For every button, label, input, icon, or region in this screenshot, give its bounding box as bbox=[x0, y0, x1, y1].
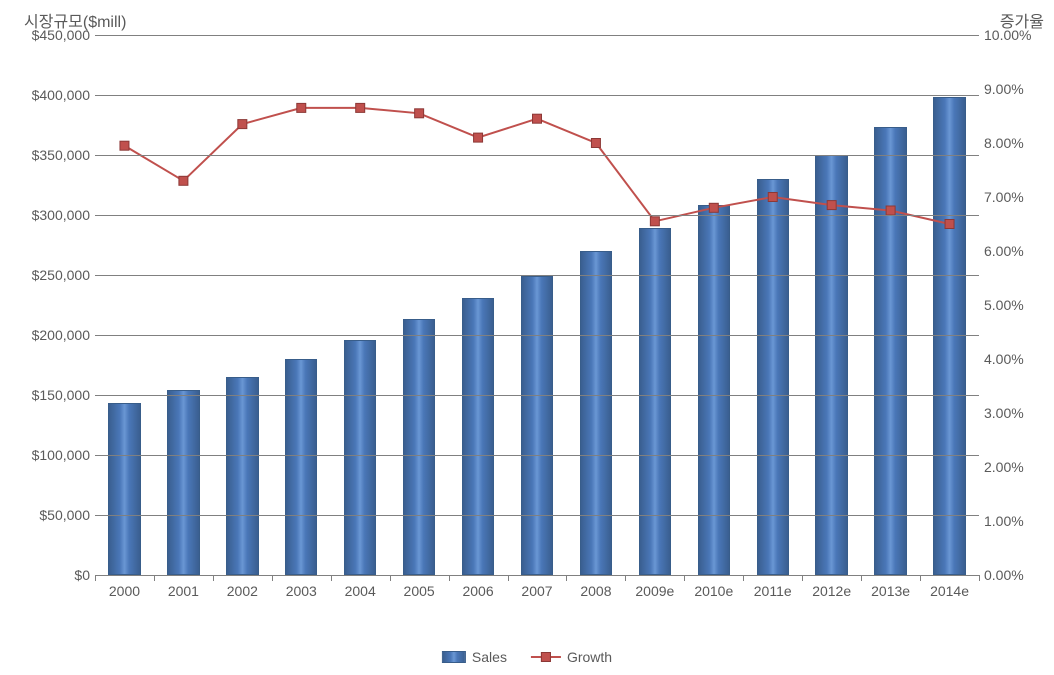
x-tick: 2012e bbox=[812, 583, 851, 599]
x-tick: 2000 bbox=[109, 583, 140, 599]
y-right-tick: 6.00% bbox=[984, 244, 1024, 258]
growth-marker bbox=[768, 193, 777, 202]
growth-marker bbox=[297, 103, 306, 112]
y-left-tick: $450,000 bbox=[32, 28, 90, 42]
y-left-tick: $250,000 bbox=[32, 268, 90, 282]
legend-item-sales: Sales bbox=[442, 649, 507, 665]
line-marker-icon bbox=[531, 651, 561, 663]
growth-marker bbox=[591, 139, 600, 148]
legend-label: Growth bbox=[567, 649, 612, 665]
y-right-tick: 7.00% bbox=[984, 190, 1024, 204]
y-right-tick: 8.00% bbox=[984, 136, 1024, 150]
x-tick: 2013e bbox=[871, 583, 910, 599]
y-right-tick: 3.00% bbox=[984, 406, 1024, 420]
growth-marker bbox=[945, 220, 954, 229]
x-tick: 2007 bbox=[521, 583, 552, 599]
y-right-tick: 10.00% bbox=[984, 28, 1031, 42]
y-right-tick: 5.00% bbox=[984, 298, 1024, 312]
legend-label: Sales bbox=[472, 649, 507, 665]
x-tick: 2004 bbox=[345, 583, 376, 599]
growth-marker bbox=[827, 201, 836, 210]
y-left-tick: $100,000 bbox=[32, 448, 90, 462]
growth-marker bbox=[886, 206, 895, 215]
growth-marker bbox=[533, 114, 542, 123]
bar-icon bbox=[442, 651, 466, 663]
y-right-tick: 9.00% bbox=[984, 82, 1024, 96]
x-tick: 2010e bbox=[694, 583, 733, 599]
x-tick: 2005 bbox=[404, 583, 435, 599]
growth-marker bbox=[238, 120, 247, 129]
x-tick: 2011e bbox=[754, 583, 792, 599]
y-right-tick: 4.00% bbox=[984, 352, 1024, 366]
y-left-tick: $0 bbox=[74, 568, 90, 582]
y-left-tick: $300,000 bbox=[32, 208, 90, 222]
y-left-tick: $350,000 bbox=[32, 148, 90, 162]
growth-marker bbox=[474, 133, 483, 142]
y-left-tick: $200,000 bbox=[32, 328, 90, 342]
growth-marker bbox=[179, 176, 188, 185]
growth-marker bbox=[415, 109, 424, 118]
x-tick: 2009e bbox=[635, 583, 674, 599]
growth-marker bbox=[650, 217, 659, 226]
legend-item-growth: Growth bbox=[531, 649, 612, 665]
growth-marker bbox=[709, 203, 718, 212]
y-left-tick: $400,000 bbox=[32, 88, 90, 102]
growth-line bbox=[124, 108, 949, 224]
growth-marker bbox=[120, 141, 129, 150]
x-tick: 2006 bbox=[462, 583, 493, 599]
y-right-tick: 2.00% bbox=[984, 460, 1024, 474]
x-tick: 2003 bbox=[286, 583, 317, 599]
x-tick: 2014e bbox=[930, 583, 969, 599]
plot-area bbox=[95, 35, 979, 575]
x-tick: 2008 bbox=[580, 583, 611, 599]
y-right-tick: 1.00% bbox=[984, 514, 1024, 528]
legend: Sales Growth bbox=[442, 649, 612, 665]
y-left-tick: $50,000 bbox=[39, 508, 90, 522]
y-right-tick: 0.00% bbox=[984, 568, 1024, 582]
combo-chart: 시장규모($mill) 증가율 $0$50,000$100,000$150,00… bbox=[0, 0, 1054, 675]
growth-marker bbox=[356, 103, 365, 112]
x-tick: 2001 bbox=[168, 583, 199, 599]
y-left-tick: $150,000 bbox=[32, 388, 90, 402]
x-tick: 2002 bbox=[227, 583, 258, 599]
